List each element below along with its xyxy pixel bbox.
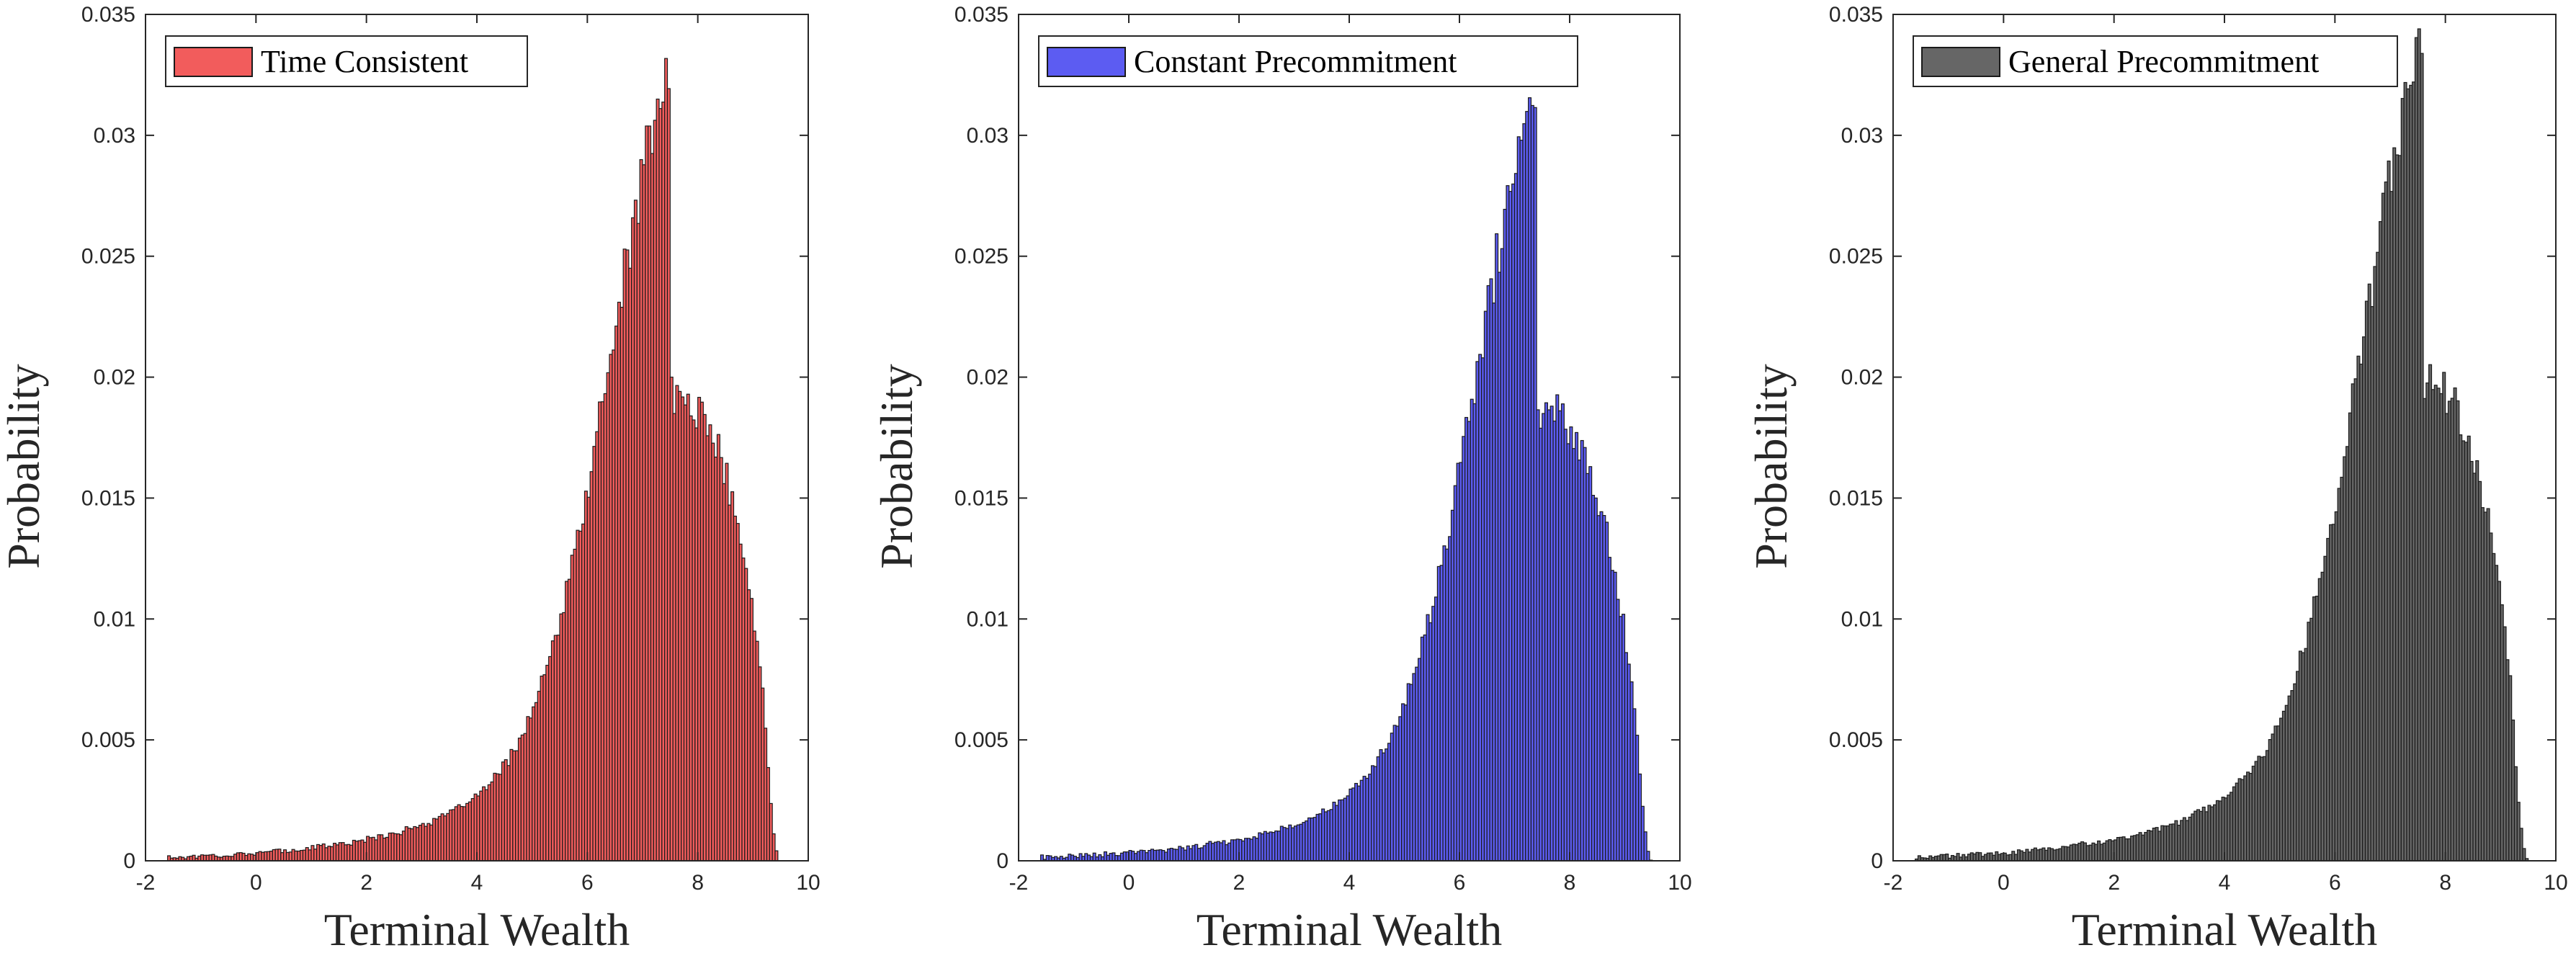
chart-panel-2: -2 0 2 4 6 8 1000.0050.010.0150.020.0250.030.0… xyxy=(871,3,1692,953)
x-tick-label: 8 xyxy=(1564,871,1576,895)
y-tick-label: 0.025 xyxy=(954,245,1009,269)
x-tick-label: 4 xyxy=(1343,871,1356,895)
y-tick-label: 0.015 xyxy=(81,486,135,510)
x-tick-label: 2 xyxy=(1233,871,1245,895)
legend-label: General Precommitment xyxy=(2008,44,2319,79)
x-tick-label: -2 xyxy=(136,871,156,895)
y-tick-label: 0.035 xyxy=(81,3,135,27)
x-tick-label: 4 xyxy=(2219,871,2231,895)
x-tick-label: -2 xyxy=(1884,871,1903,895)
y-tick-label: 0.01 xyxy=(967,607,1009,631)
y-tick-label: 0.03 xyxy=(1841,124,1883,148)
x-tick-label: 8 xyxy=(2439,871,2451,895)
x-tick-label: 0 xyxy=(1123,871,1135,895)
x-axis-label: Terminal Wealth xyxy=(2072,904,2378,953)
y-axis-label: Probability xyxy=(1745,364,1797,568)
x-axis-label: Terminal Wealth xyxy=(1197,904,1503,953)
legend: Constant Precommitment xyxy=(1038,35,1578,87)
legend-swatch xyxy=(174,47,253,77)
y-tick-label: 0.015 xyxy=(954,486,1009,510)
legend-swatch xyxy=(1921,47,2000,77)
legend-box xyxy=(1038,35,1578,87)
chart-panel-1: -2 0 2 4 6 8 1000.0050.010.0150.020.0250.030.0… xyxy=(0,3,820,953)
x-axis-label: Terminal Wealth xyxy=(324,904,630,953)
y-tick-label: 0 xyxy=(996,849,1009,873)
y-tick-label: 0.02 xyxy=(967,366,1009,390)
x-tick-label: 2 xyxy=(2108,871,2120,895)
y-tick-label: 0.015 xyxy=(1829,486,1883,510)
legend-label: Constant Precommitment xyxy=(1134,44,1457,79)
legend-swatch xyxy=(1047,47,1126,77)
y-tick-label: 0.005 xyxy=(81,728,135,752)
histogram-bar xyxy=(774,850,779,862)
y-tick-label: 0 xyxy=(123,849,135,873)
y-tick-label: 0.005 xyxy=(954,728,1009,752)
x-tick-label: 6 xyxy=(1454,871,1466,895)
y-tick-label: 0.01 xyxy=(1841,607,1883,631)
x-tick-label: 4 xyxy=(471,871,483,895)
x-tick-label: 6 xyxy=(2329,871,2341,895)
legend: Time Consistent xyxy=(165,35,528,87)
y-tick-label: 0.02 xyxy=(1841,366,1883,390)
x-tick-label: 8 xyxy=(692,871,704,895)
chart-panel-3: -2 0 2 4 6 8 1000.0050.010.0150.020.0250.030.0… xyxy=(1745,3,2568,953)
x-tick-label: 10 xyxy=(796,871,820,895)
legend: General Precommitment xyxy=(1913,35,2398,87)
y-tick-label: 0.035 xyxy=(954,3,1009,27)
y-tick-label: 0.025 xyxy=(1829,245,1883,269)
y-tick-label: 0.005 xyxy=(1829,728,1883,752)
x-tick-label: 10 xyxy=(2544,871,2567,895)
legend-label: Time Consistent xyxy=(261,44,468,79)
x-tick-label: 0 xyxy=(1998,871,2010,895)
y-axis-label: Probability xyxy=(871,364,922,568)
x-tick-label: 0 xyxy=(250,871,262,895)
x-tick-label: 6 xyxy=(581,871,594,895)
x-tick-label: -2 xyxy=(1009,871,1029,895)
x-tick-label: 10 xyxy=(1668,871,1691,895)
y-tick-label: 0.035 xyxy=(1829,3,1883,27)
y-tick-label: 0.03 xyxy=(967,124,1009,148)
y-axis-label: Probability xyxy=(0,364,49,568)
x-tick-label: 2 xyxy=(360,871,372,895)
y-tick-label: 0.01 xyxy=(94,607,135,631)
y-tick-label: 0.02 xyxy=(94,366,135,390)
histogram-bar xyxy=(1646,851,1650,862)
y-tick-label: 0.03 xyxy=(94,124,135,148)
y-tick-label: 0.025 xyxy=(81,245,135,269)
y-tick-label: 0 xyxy=(1871,849,1883,873)
